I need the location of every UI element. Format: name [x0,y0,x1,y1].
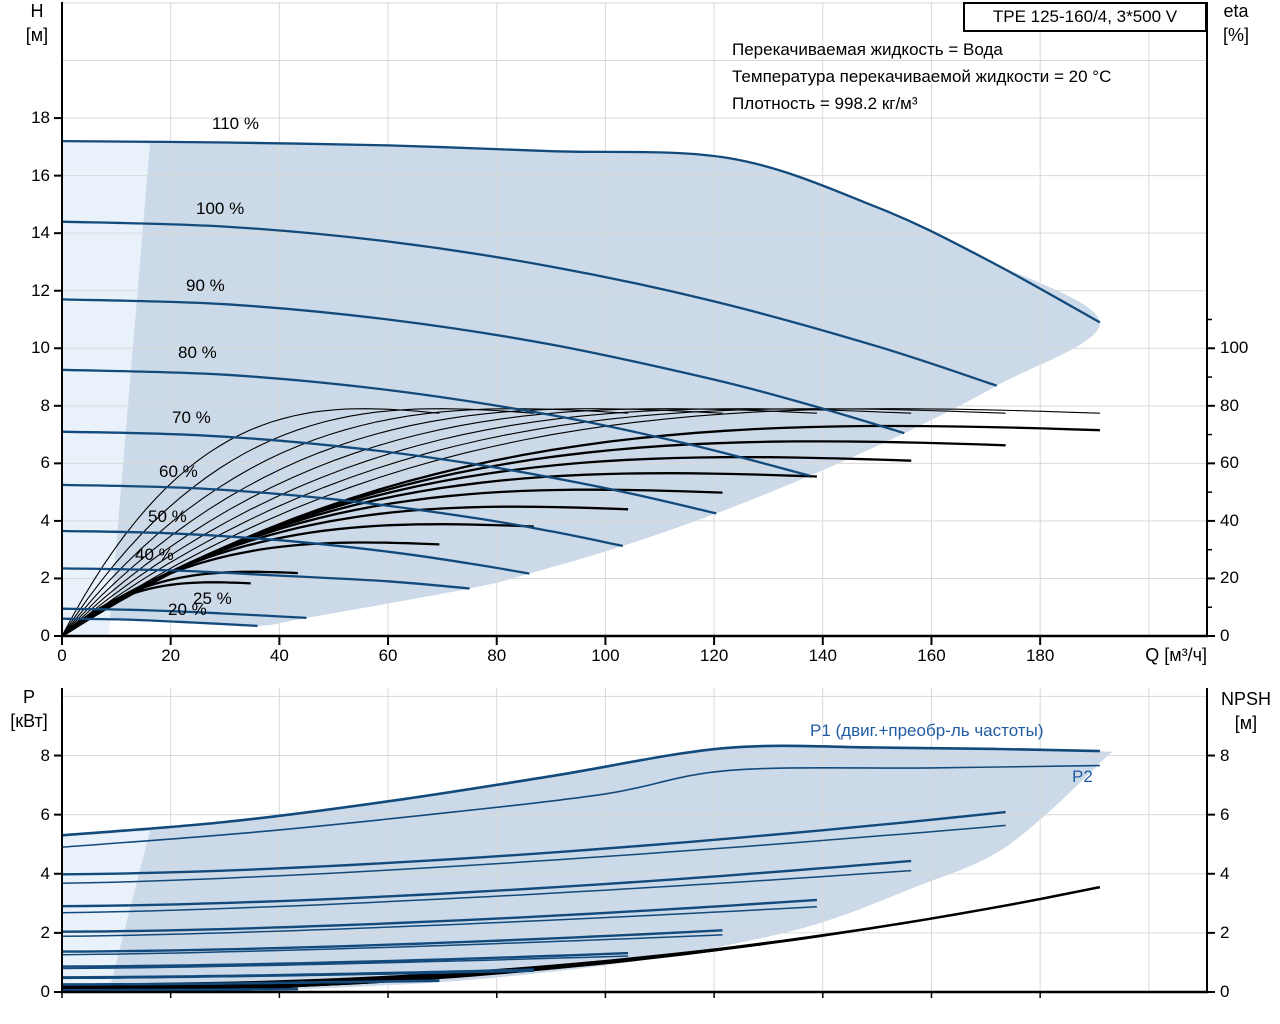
operating-envelope-fill [62,141,1100,627]
eta-axis-unit: [%] [1222,25,1249,45]
speed-label-60: 60 % [159,462,198,481]
p-tick-0: 0 [40,982,50,1001]
p1-curve-40 [62,979,440,986]
hq-curve-110 [61,139,1101,324]
p1-curve-90 [61,859,912,908]
eta-tick-100: 100 [1220,338,1249,358]
p2-curve-90 [61,869,912,914]
p2-curve-60 [61,955,629,970]
speed-label-90: 90 % [186,276,225,295]
npsh-tick-2: 2 [1220,922,1230,942]
pump-title-box: TPE 125-160/4, 3*500 V [963,2,1207,32]
fluid-info-block: Перекачиваемая жидкость = Вода Температу… [732,36,1111,117]
hq-curve-20 [61,617,258,628]
h-axis-unit: [м] [25,25,49,45]
hq-curve-40 [61,567,470,590]
p-axis-unit: [кВт] [10,711,48,731]
eta-tick-80: 80 [1220,395,1239,415]
p-tick-8: 8 [40,745,50,765]
efficiency-curve-thin [61,408,1100,637]
eta-axis-title: eta [1223,1,1249,21]
q-tick-0: 0 [57,646,67,665]
npsh-tick-0: 0 [1220,982,1230,1001]
hq-curve-50 [61,529,530,575]
p1-curve-100 [61,810,1006,876]
p2-curve-110 [61,764,1100,848]
h-tick-4: 4 [40,510,50,530]
p1-curve-60 [61,951,629,968]
p1-curve-110 [61,744,1100,837]
p-axis-title: P [22,687,35,707]
speed-label-20: 20 % [168,600,207,619]
p2-curve-70 [61,934,723,956]
h-tick-2: 2 [40,568,50,588]
hq-curve-100 [61,220,998,387]
npsh-tick-6: 6 [1220,804,1230,824]
p2-curve-label: P2 [1072,767,1093,786]
h-tick-10: 10 [31,338,50,358]
speed-label-100: 100 % [196,199,245,218]
p-tick-2: 2 [40,922,50,942]
speed-label-70: 70 % [172,408,211,427]
eta-tick-0: 0 [1220,626,1230,645]
q-tick-40: 40 [269,646,289,665]
h-tick-8: 8 [40,395,50,415]
q-tick-80: 80 [487,646,507,665]
p1-curve-80 [61,898,817,933]
efficiency-curve-thin [61,408,629,637]
hq-curve-70 [61,430,717,515]
q-tick-180: 180 [1025,646,1055,665]
p-tick-6: 6 [40,804,50,824]
hq-curve-25 [61,607,307,620]
hq-curve-90 [61,298,905,435]
q-axis-title: Q [м³/ч] [1145,645,1207,665]
pump-title: TPE 125-160/4, 3*500 V [992,7,1178,26]
efficiency-curve-thin [61,408,440,637]
fluid-info-line: Перекачиваемая жидкость = Вода [732,40,1003,59]
speed-label-25: 25 % [193,589,232,608]
fluid-info-line: Температура перекачиваемой жидкости = 20… [732,67,1112,86]
h-tick-6: 6 [40,453,50,473]
q-tick-120: 120 [699,646,729,665]
speed-label-80: 80 % [178,343,217,362]
eta-tick-60: 60 [1220,453,1239,473]
h-tick-12: 12 [31,280,50,300]
q-tick-100: 100 [591,646,620,665]
hq-curve-80 [61,368,810,477]
efficiency-curve-thick [61,581,251,637]
speed-label-110: 110 % [212,114,259,133]
eta-tick-40: 40 [1220,510,1239,530]
p1-curve-50 [62,968,534,979]
q-tick-140: 140 [808,646,837,665]
npsh-axis-title: NPSH [1220,689,1271,709]
h-tick-16: 16 [31,165,50,185]
p2-curve-80 [61,905,817,938]
eta-tick-20: 20 [1220,568,1239,588]
h-tick-0: 0 [40,626,50,645]
p2-curve-100 [61,824,1006,884]
speed-label-40: 40 % [135,545,174,564]
fluid-info-line: Плотность = 998.2 кг/м³ [732,94,918,113]
npsh-axis-unit: [м] [1234,713,1258,733]
p-tick-4: 4 [40,863,50,883]
npsh-tick-4: 4 [1220,863,1230,883]
h-axis-title: H [30,1,44,21]
efficiency-curve-thin [61,408,534,637]
speed-label-50: 50 % [148,507,187,526]
efficiency-curve-thin [61,408,723,637]
p1-curve-label: P1 (двиг.+преобр-ль частоты) [810,721,1044,740]
q-tick-160: 160 [917,646,946,665]
min-flow-region-fill [62,141,150,636]
h-tick-18: 18 [31,108,50,128]
q-tick-60: 60 [378,646,398,665]
h-tick-14: 14 [31,223,50,243]
p1-curve-70 [62,929,723,953]
hq-curve-60 [61,483,624,548]
npsh-tick-8: 8 [1220,745,1230,765]
q-tick-20: 20 [161,646,181,665]
